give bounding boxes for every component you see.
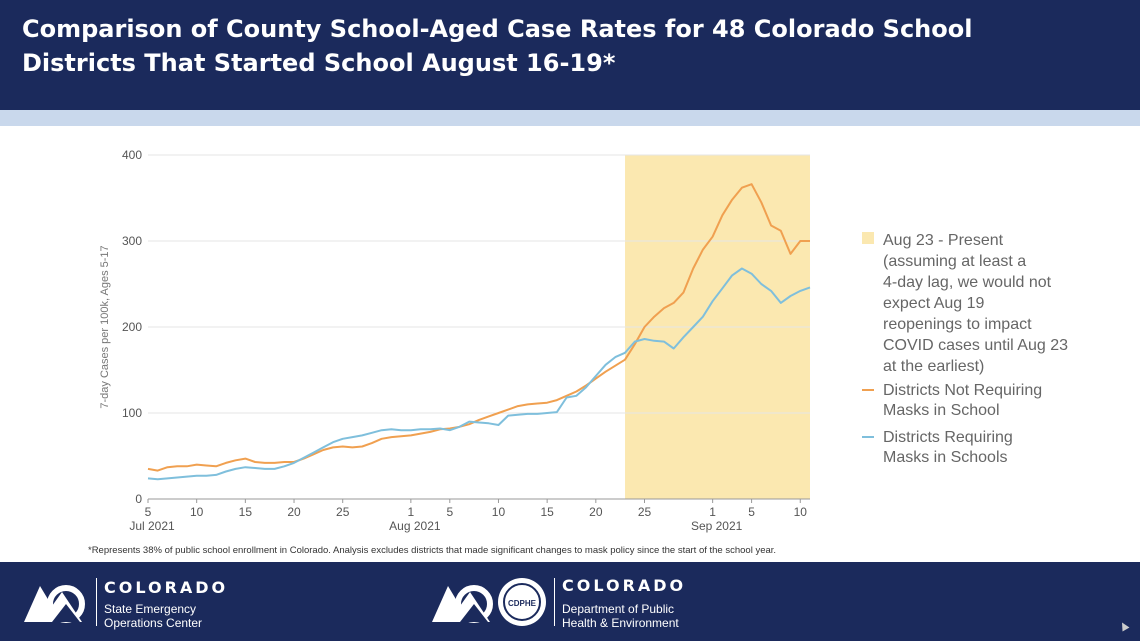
seoc-logo: COLORADO State Emergency Operations Cent…	[22, 572, 252, 632]
logo-separator	[96, 578, 97, 626]
x-tick-label: 1	[709, 505, 716, 519]
title-line-2: Districts That Started School August 16-…	[22, 49, 616, 77]
title-line-1: Comparison of County School-Aged Case Ra…	[22, 15, 973, 43]
x-tick-label: 10	[794, 505, 808, 519]
y-axis-label: 7-day Cases per 100k, Ages 5-17	[99, 245, 111, 408]
logo-separator	[554, 578, 555, 626]
y-tick-label: 200	[122, 320, 142, 334]
x-tick-label: 20	[287, 505, 301, 519]
x-tick-label: 5	[748, 505, 755, 519]
x-tick-label: 10	[492, 505, 506, 519]
cdphe-logo-sub-2: Health & Environment	[562, 616, 679, 630]
legend-highlight-text: 4-day lag, we would not	[883, 274, 1052, 291]
legend-highlight-text: reopenings to impact	[883, 316, 1032, 333]
seoc-logo-name: COLORADO	[104, 578, 229, 597]
legend-series-text: Masks in School	[883, 402, 1000, 419]
legend-series-text: Districts Not Requiring	[883, 382, 1042, 399]
footer-banner: COLORADO State Emergency Operations Cent…	[0, 562, 1140, 641]
chart-title: Comparison of County School-Aged Case Ra…	[22, 12, 1112, 80]
series-line-not-requiring	[147, 183, 810, 472]
case-rate-chart: 0 100 200 300 400 7-day Cases per 100k, Ages …	[99, 148, 1068, 533]
title-banner: Comparison of County School-Aged Case Ra…	[0, 0, 1140, 110]
seoc-logo-sub-2: Operations Center	[104, 616, 203, 630]
legend-highlight-text: Aug 23 - Present	[883, 232, 1004, 249]
x-month-label: Sep 2021	[691, 519, 743, 533]
legend-highlight-text: at the earliest)	[883, 358, 984, 375]
x-tick-label: 25	[638, 505, 652, 519]
x-tick-label: 5	[446, 505, 453, 519]
legend-series-text: Masks in Schools	[883, 449, 1008, 466]
x-tick-label: 25	[336, 505, 350, 519]
y-tick-label: 400	[122, 148, 142, 162]
legend-swatch-highlight	[862, 232, 874, 244]
x-tick-label: 15	[540, 505, 554, 519]
y-tick-label: 0	[135, 492, 142, 506]
y-tick-label: 100	[122, 406, 142, 420]
seal-text: CDPHE	[508, 599, 537, 608]
cdphe-seal-icon: CDPHE	[498, 578, 546, 626]
seoc-logo-sub-1: State Emergency	[104, 602, 197, 616]
header-stripe	[0, 110, 1140, 126]
y-tick-label: 300	[122, 234, 142, 248]
x-tick-label: 15	[239, 505, 253, 519]
legend-series-text: Districts Requiring	[883, 429, 1013, 446]
x-month-label: Aug 2021	[389, 519, 441, 533]
legend-highlight-text: COVID cases until Aug 23	[883, 337, 1068, 354]
x-tick-label: 5	[145, 505, 152, 519]
cdphe-logo: CDPHE COLORADO Department of Public Heal…	[430, 572, 730, 632]
legend-highlight-text: (assuming at least a	[883, 253, 1026, 270]
x-tick-label: 10	[190, 505, 204, 519]
x-tick-label: 1	[408, 505, 415, 519]
x-month-label: Jul 2021	[129, 519, 175, 533]
cdphe-logo-sub-1: Department of Public	[562, 602, 675, 616]
legend-highlight-text: expect Aug 19	[883, 295, 985, 312]
colorado-mountain-logo-icon	[432, 585, 493, 623]
series-line-requiring	[147, 267, 811, 481]
x-tick-label: 20	[589, 505, 603, 519]
colorado-mountain-logo-icon	[24, 585, 85, 623]
cdphe-logo-name: COLORADO	[562, 576, 687, 595]
footnote: *Represents 38% of public school enrollm…	[88, 545, 777, 556]
